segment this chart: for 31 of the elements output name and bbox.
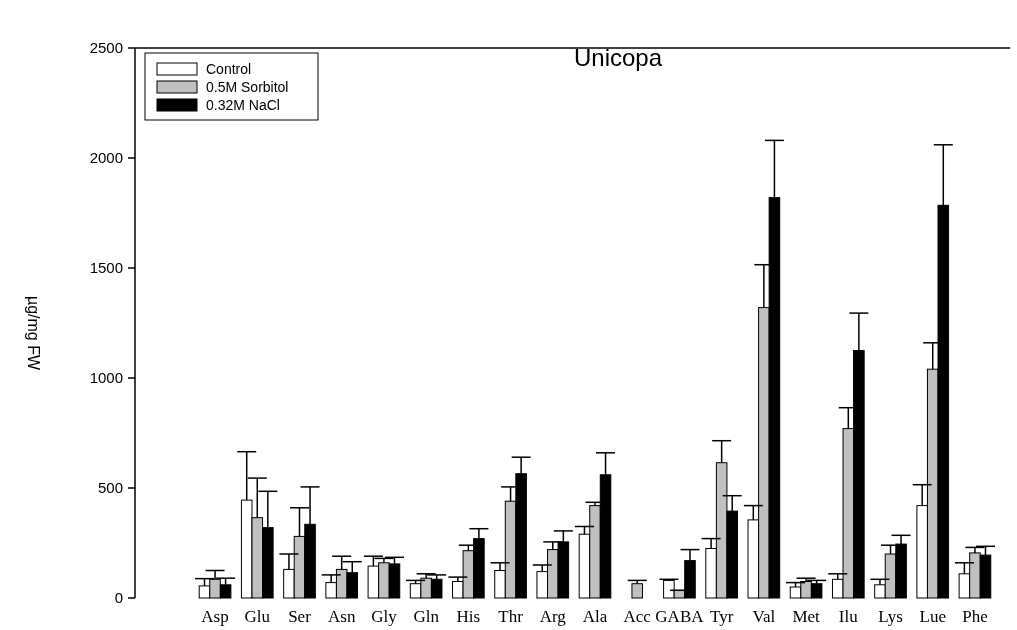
x-tick-label: Acc (623, 607, 652, 626)
x-tick-label: Phe (962, 607, 988, 626)
y-tick-label: 2500 (89, 39, 123, 57)
x-tick-label: Met (792, 607, 821, 626)
chart-title: Unicopa (573, 44, 663, 71)
x-tick-label: Glu (244, 607, 271, 626)
y-tick-label: 2000 (89, 149, 123, 167)
x-tick-label: Ser (288, 607, 312, 626)
x-tick-label: Gly (371, 607, 398, 626)
x-tick-label: Ala (582, 607, 608, 626)
x-tick-label: Lys (878, 607, 903, 626)
y-axis-title: µg/mg FW (25, 295, 42, 371)
x-tick-label: Arg (539, 607, 567, 626)
x-tick-label: Thr (498, 607, 524, 626)
y-tick-label: 0 (114, 589, 123, 607)
x-tick-label: Tyr (709, 607, 734, 626)
x-tick-label: Lue (919, 607, 946, 626)
y-tick-label: 1000 (89, 369, 123, 387)
legend-label: Control (206, 60, 252, 77)
x-tick-label: His (456, 607, 481, 626)
x-tick-label: Asp (201, 607, 229, 626)
x-tick-label: Asn (328, 607, 356, 626)
legend-label: 0.32M NaCl (206, 96, 280, 113)
y-tick-label: 1500 (89, 259, 123, 277)
x-tick-label: GABA (655, 607, 705, 626)
x-tick-label: Val (752, 607, 776, 626)
x-tick-label: Gln (413, 607, 440, 626)
x-tick-label: Ilu (838, 607, 859, 626)
bar (631, 583, 643, 599)
legend-label: 0.5M Sorbitol (206, 78, 289, 95)
y-tick-label: 500 (97, 479, 123, 497)
